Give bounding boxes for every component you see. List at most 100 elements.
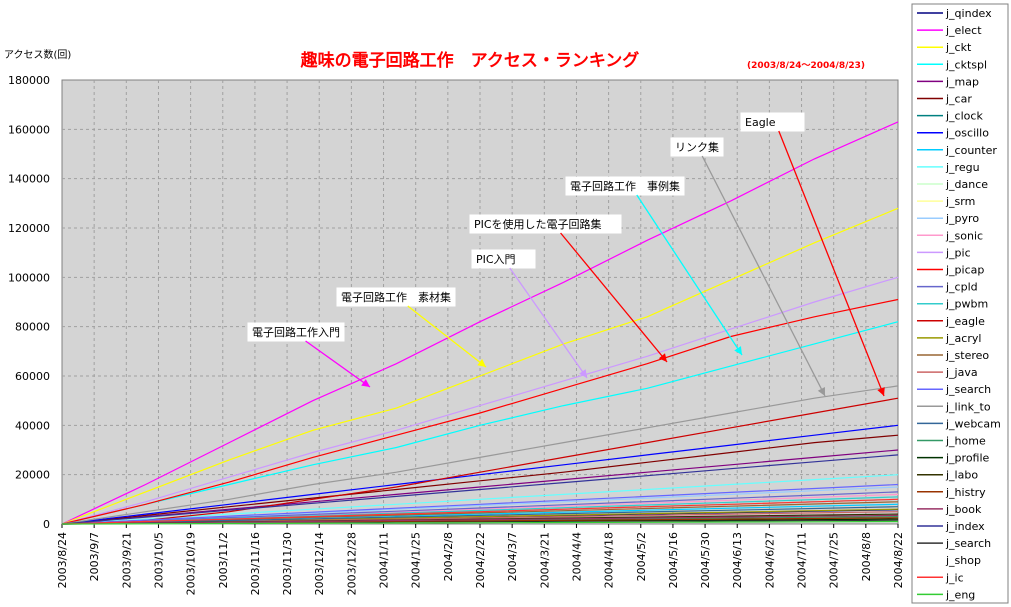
y-axis-ticks: 0 20000 40000 60000 80000 100000 120000 140000 1… [8,74,50,531]
x-tick-label: 2004/2/8 [442,532,455,581]
y-tick-label: 140000 [8,173,50,186]
legend-label: j_srm [945,195,975,208]
x-tick-label: 2004/5/16 [667,532,680,588]
chart-title: 趣味の電子回路工作 アクセス・ランキング [300,50,640,71]
legend-label: j_shop [945,554,981,567]
series-line-j_regu [61,474,899,525]
legend-label: j_sonic [945,229,983,242]
annotation-arrowhead [658,353,667,362]
annotation-arrowhead [477,358,486,367]
x-tick-label: 2004/4/18 [603,532,616,588]
annotation-arrow [701,155,826,397]
x-tick-label: 2003/9/7 [88,532,101,581]
annotation-arrow [636,194,743,356]
legend-label: j_elect [945,24,982,37]
legend-label: j_map [945,75,979,88]
annotation-box [670,137,724,157]
annotation-label: PICを使用した電子回路集 [474,217,602,231]
series-line-j_oscillo [61,424,899,525]
x-tick-label: 2003/11/30 [281,532,294,595]
legend-label: j_eagle [945,315,985,328]
legend-items: j_qindex j_elect j_ckt j_cktspl j_map j_car j_… [917,7,1001,601]
annotation-box [740,112,805,132]
y-tick-label: 100000 [8,271,50,284]
annotation-box [471,249,536,269]
legend-label: j_link_to [945,400,991,413]
annotation-arrow [560,232,668,363]
annotation-label: 電子回路工作 素材集 [341,290,451,304]
x-tick-label: 2004/1/11 [378,532,391,588]
x-tick-label: 2003/12/28 [345,532,358,595]
annotation-label: 電子回路工作入門 [252,326,340,339]
series-line-j_ic [61,498,899,525]
legend-label: j_book [945,503,982,516]
x-tick-label: 2004/1/25 [410,532,423,588]
annotation-box [247,322,345,342]
annotation-arrow [778,130,885,397]
series-line-j_book [61,514,899,525]
x-tick-label: 2004/5/2 [635,532,648,581]
annotation-arrowhead [877,387,885,396]
annotation-label: リンク集 [675,140,719,154]
annotation-arrow [407,305,487,368]
annotation-arrow [305,340,371,388]
legend-label: j_ic [945,571,964,584]
x-tick-label: 2004/3/21 [538,532,551,588]
y-tick-label: 60000 [15,370,50,383]
x-tick-label: 2004/8/22 [892,532,905,588]
legend-label: j_index [945,520,985,533]
series-line-j_index [61,454,899,525]
annotation-label: 電子回路工作 事例集 [570,179,680,193]
y-axis-label: アクセス数(回) [4,48,71,61]
legend-label: j_pyro [945,212,979,225]
legend-label: j_cktspl [945,58,987,71]
y-tick-label: 180000 [8,74,50,87]
x-tick-label: 2003/10/19 [185,532,198,595]
legend-label: j_search [945,537,991,550]
legend-label: j_qindex [945,7,992,20]
series-line-j_pic [61,276,899,525]
y-tick-label: 40000 [15,419,50,432]
series-line-j_link_to [61,385,899,525]
legend-label: j_search [945,383,991,396]
legend-label: j_ckt [945,41,972,54]
annotation-arrow [509,267,588,379]
annotation-arrowhead [361,379,370,387]
x-tick-label: 2003/12/14 [313,532,326,595]
annotation-box [469,214,622,234]
legend-label: j_eng [945,588,975,601]
x-tick-label: 2004/2/22 [474,532,487,588]
y-tick-label: 20000 [15,469,50,482]
y-tick-label: 160000 [8,123,50,136]
annotation-box [336,287,456,307]
legend-label: j_counter [945,144,997,157]
legend-label: j_regu [945,161,980,174]
series-line-j_eng [61,520,899,525]
legend-label: j_pic [945,246,971,259]
series-line-j_eagle [61,397,899,525]
date-range: (2003/8/24～2004/8/23) [747,61,865,71]
x-tick-label: 2004/6/27 [763,532,776,588]
y-tick-label: 120000 [8,222,50,235]
series-line-j_search [61,483,899,525]
x-tick-label: 2004/6/13 [731,532,744,588]
annotation-arrowhead [579,369,587,378]
legend-label: j_dance [945,178,988,191]
x-tick-label: 2004/5/30 [699,532,712,588]
legend-label: j_picap [945,264,984,277]
legend-label: j_pwbm [945,298,988,311]
y-tick-label: 80000 [15,321,50,334]
legend-label: j_oscillo [945,127,989,140]
legend-label: j_car [945,93,972,106]
x-tick-label: 2003/9/21 [120,532,133,588]
x-tick-label: 2003/10/5 [152,532,165,588]
x-tick-label: 2004/7/11 [796,532,809,588]
series-line-j_cpld [61,491,899,525]
annotation-arrowhead [734,346,742,355]
legend-label: j_profile [945,452,990,465]
legend-label: j_stereo [945,349,989,362]
series-line-j_webcam [61,506,899,525]
annotation-arrowhead [817,387,825,396]
series-line-j_map [61,449,899,525]
